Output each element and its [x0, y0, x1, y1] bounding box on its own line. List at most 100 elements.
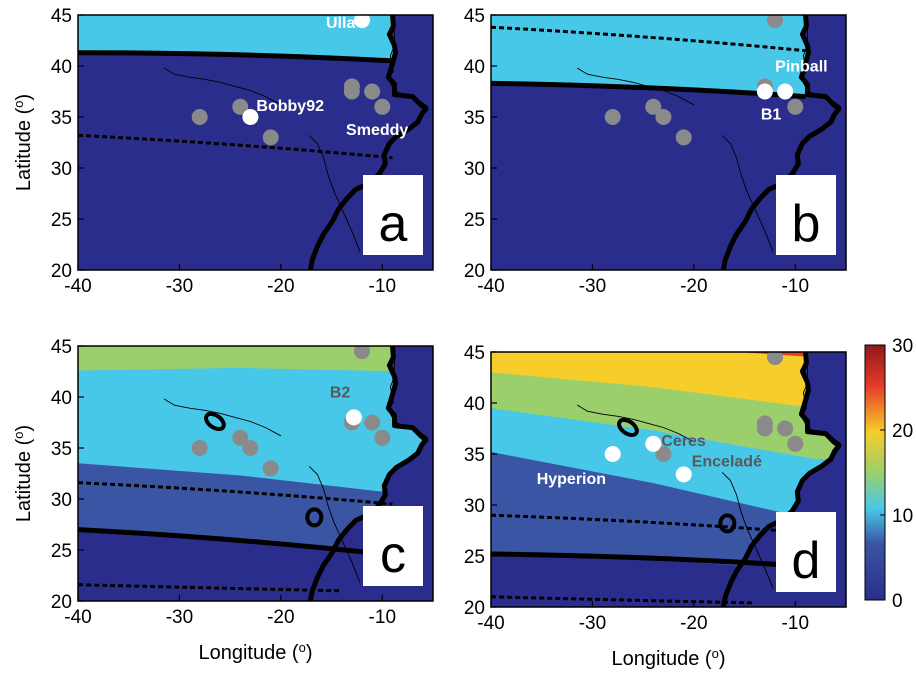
colorbar-tick-label: 30: [892, 336, 913, 357]
land-boundary: [720, 15, 842, 270]
site-marker-grey: [262, 129, 279, 146]
x-tick-label: -10: [782, 276, 809, 297]
coastline: [576, 67, 695, 106]
y-tick-label: 40: [51, 388, 72, 409]
contour-band: [738, 352, 846, 358]
land-boundary: [720, 352, 842, 607]
coastline: [163, 398, 282, 437]
y-tick-label: 35: [464, 445, 485, 466]
x-tick-label: -40: [477, 613, 504, 634]
x-axis-label: Longitude (o): [612, 646, 726, 670]
y-tick-label: 25: [51, 210, 72, 231]
site-marker-grey: [343, 78, 360, 95]
coastline: [163, 67, 282, 106]
x-tick-label: -40: [64, 607, 91, 628]
contour-line-dashed: [491, 595, 755, 605]
panel-letter: d: [792, 532, 821, 590]
y-tick-label: 25: [51, 541, 72, 562]
coastline: [387, 15, 429, 108]
contour-line-dashed: [78, 133, 393, 160]
x-tick-label: -10: [369, 607, 396, 628]
y-tick-label: 20: [51, 261, 72, 282]
contour-line-thick: [78, 527, 393, 558]
site-label: Enceladé: [692, 453, 762, 470]
site-marker-white: [604, 446, 621, 462]
coastline: [721, 135, 774, 252]
site-label: Bobby92: [256, 98, 324, 115]
y-tick-label: 45: [51, 337, 72, 358]
coastline: [576, 404, 695, 443]
site-marker-grey: [374, 98, 391, 115]
contour-loop: [305, 507, 324, 528]
y-tick-label: 20: [51, 592, 72, 613]
coastline: [387, 346, 429, 439]
x-tick-label: -30: [166, 276, 193, 297]
contour-loop: [718, 513, 737, 534]
panel-d: Ceres Hyperion Enceladé d -40 -30 -20 -10 20 25 30…: [464, 343, 847, 670]
site-marker-white: [675, 466, 692, 483]
land-boundary: [307, 15, 429, 270]
map-area: Ceres Hyperion Enceladé: [491, 352, 846, 607]
site-marker-white: [777, 83, 794, 100]
x-tick-label: -40: [64, 276, 91, 297]
y-tick-label: 20: [464, 598, 485, 619]
y-tick-label: 40: [464, 57, 485, 78]
x-tick-label: -40: [477, 276, 504, 297]
land-boundary: [307, 346, 429, 601]
contour-loop: [204, 411, 226, 432]
site-marker-grey: [756, 415, 773, 432]
axes-frame: [77, 345, 434, 602]
site-label: Hyperion: [537, 471, 606, 488]
site-marker-grey: [374, 429, 391, 446]
site-marker-grey: [604, 109, 621, 125]
site-marker-grey: [655, 109, 672, 125]
site-marker-white: [345, 409, 362, 426]
axes-frame: [490, 14, 847, 271]
y-axis-label: Latitude (o): [11, 94, 35, 191]
x-tick-label: -20: [680, 276, 707, 297]
site-marker-grey: [364, 83, 381, 100]
coastline: [308, 466, 361, 583]
site-label: Ceres: [661, 433, 706, 450]
colorbar-tick-label: 20: [892, 421, 913, 442]
coastline: [800, 15, 842, 108]
site-marker-grey: [675, 129, 692, 146]
contour-line-dashed: [78, 583, 342, 593]
panel-b: Pinball B1 b -40 -30 -20 -10 20 25 30 35 40 45: [464, 6, 847, 297]
contour-band: [491, 15, 846, 97]
contour-line-dashed: [78, 481, 393, 506]
x-tick-label: -20: [267, 276, 294, 297]
y-tick-label: 20: [464, 261, 485, 282]
panel-letter: c: [380, 526, 406, 584]
x-tick-label: -20: [680, 613, 707, 634]
x-tick-label: -30: [166, 607, 193, 628]
site-label: Pinball: [775, 59, 827, 76]
site-marker-white: [645, 435, 662, 452]
site-marker-grey: [767, 15, 783, 29]
coastline: [800, 352, 842, 445]
site-marker-grey: [242, 440, 259, 456]
y-tick-label: 30: [51, 490, 72, 511]
site-label: Ulla: [326, 15, 355, 32]
coastline: [721, 472, 774, 589]
x-tick-label: -30: [579, 276, 606, 297]
colorbar: 0 10 20 30: [864, 336, 913, 612]
site-marker-grey: [232, 429, 249, 446]
coastline: [308, 135, 361, 252]
panel-letter: a: [379, 195, 408, 253]
y-tick-label: 35: [51, 108, 72, 129]
site-marker-grey: [777, 420, 794, 437]
contour-line-dashed: [491, 513, 806, 535]
site-marker-grey: [354, 346, 370, 360]
site-label: B1: [761, 107, 782, 124]
colorbar-gradient: [864, 344, 886, 601]
axes-frame: [77, 14, 434, 271]
site-marker-white: [354, 15, 370, 29]
y-tick-label: 45: [464, 343, 485, 364]
y-tick-label: 35: [51, 439, 72, 460]
site-marker-grey: [787, 98, 804, 115]
site-marker-grey: [655, 446, 672, 462]
panel-letter: b: [792, 195, 821, 253]
contour-band: [78, 346, 433, 372]
